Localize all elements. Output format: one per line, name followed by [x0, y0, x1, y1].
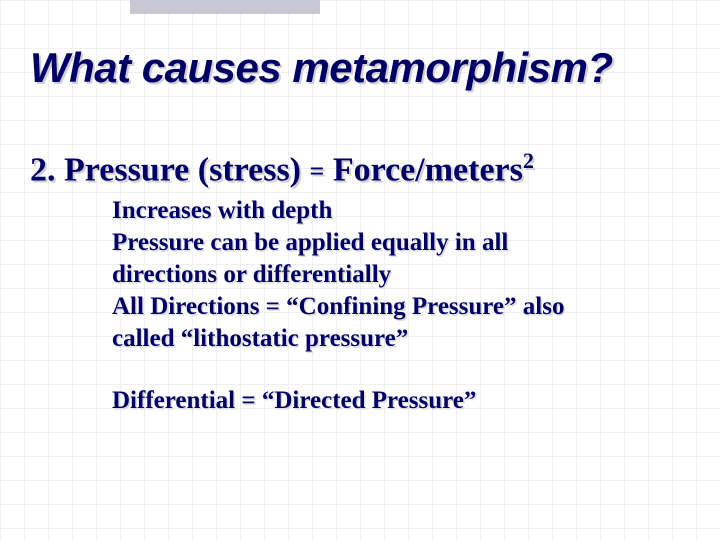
slide-title: What causes metamorphism? — [30, 44, 690, 92]
slide-content: What causes metamorphism? 2. Pressure (s… — [0, 0, 720, 417]
body-gap — [112, 355, 610, 385]
body-text: Increases with depth Pressure can be app… — [112, 195, 610, 417]
section-heading: 2. Pressure (stress) = Force/meters2 — [30, 148, 690, 189]
body-line-3: All Directions = “Confining Pressure” al… — [112, 291, 610, 355]
body-line-1: Increases with depth — [112, 195, 610, 227]
body-line-2: Pressure can be applied equally in all d… — [112, 227, 610, 291]
heading-equals: = — [310, 156, 325, 185]
heading-exponent: 2 — [523, 148, 534, 173]
heading-prefix: 2. Pressure (stress) — [30, 151, 310, 188]
heading-suffix: Force/meters — [324, 151, 523, 188]
body-line-4: Differential = “Directed Pressure” — [112, 385, 610, 417]
